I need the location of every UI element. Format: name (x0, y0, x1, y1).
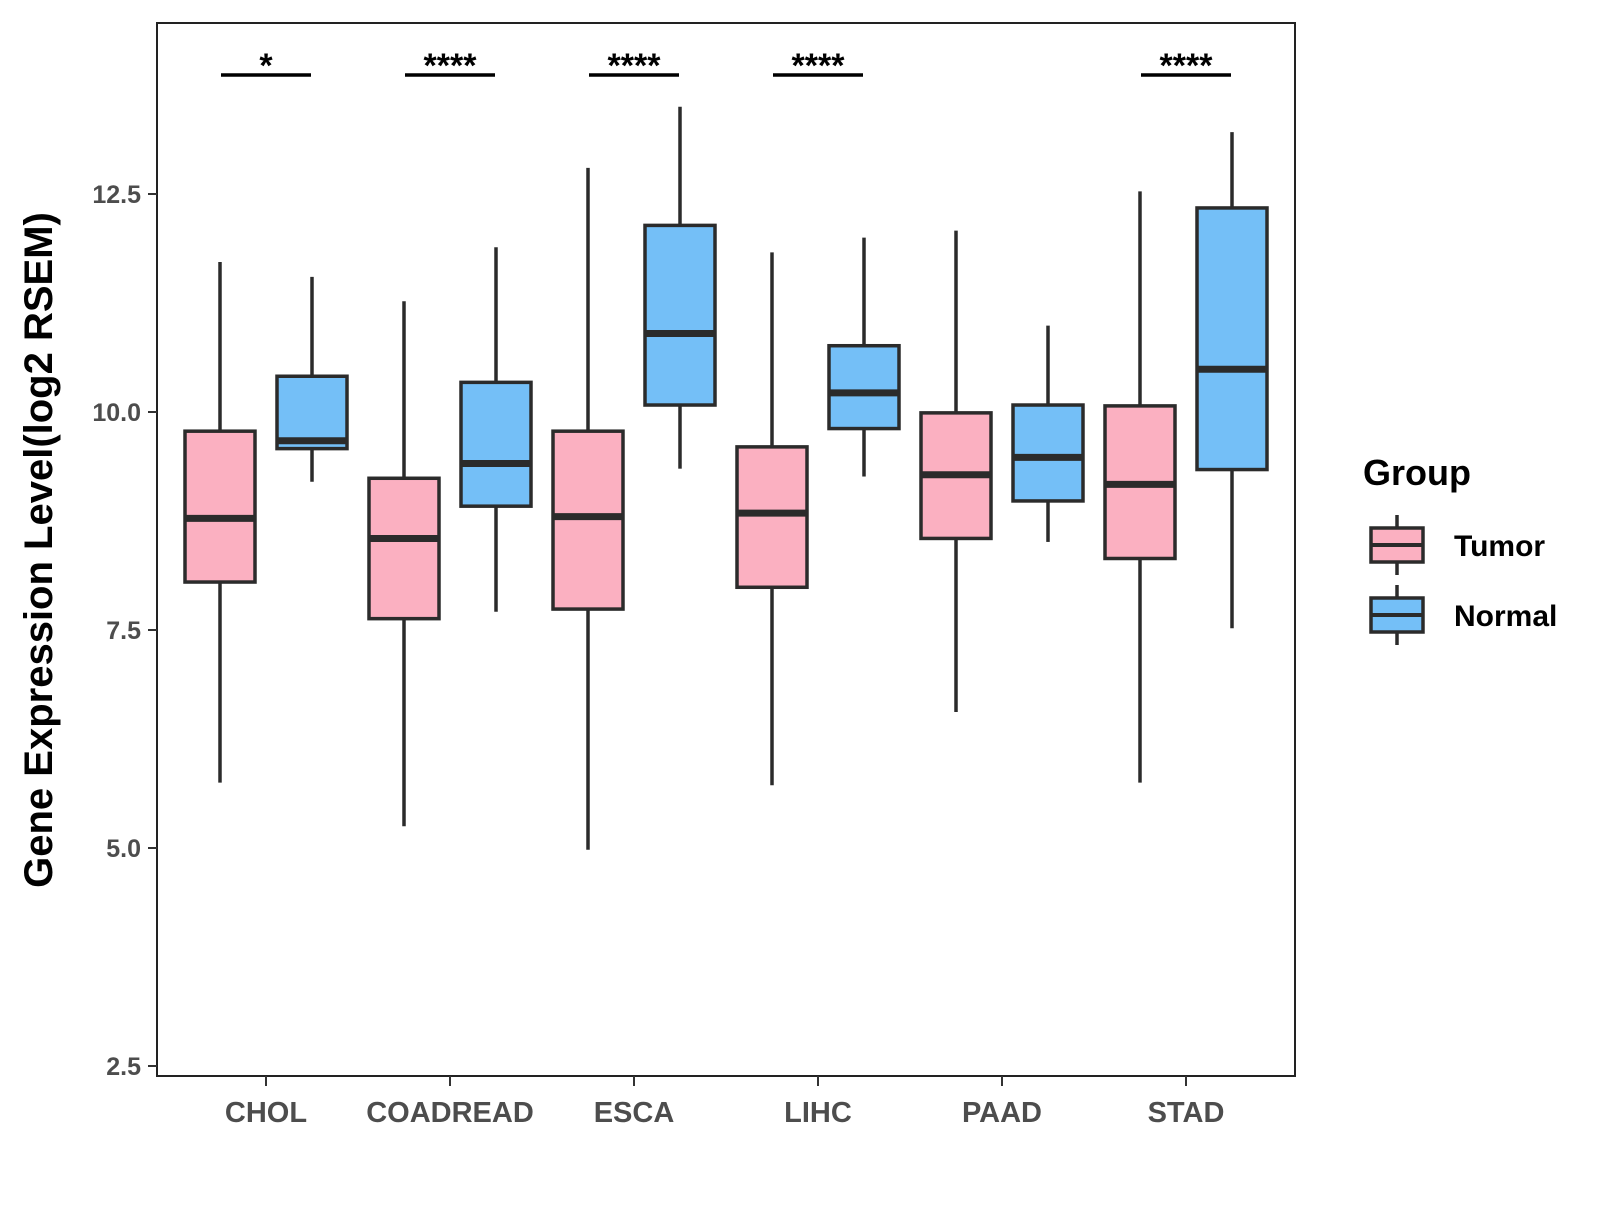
legend-label: Tumor (1454, 530, 1545, 563)
y-tick-label: 5.0 (106, 835, 141, 863)
box-tumor-lihc (735, 252, 809, 786)
x-tick-label: CHOL (225, 1097, 307, 1129)
y-tick-label: 2.5 (106, 1053, 141, 1081)
legend: Group Tumor Normal (1363, 452, 1557, 645)
significance-label: **** (792, 47, 846, 85)
x-tick-label: ESCA (594, 1097, 675, 1129)
iqr-box (1011, 403, 1085, 503)
iqr-box (459, 380, 533, 508)
iqr-box (1195, 206, 1269, 472)
x-tick-label: STAD (1148, 1097, 1225, 1129)
legend-item-tumor: Tumor (1369, 515, 1545, 575)
iqr-box (827, 343, 901, 431)
significance-label: **** (608, 47, 662, 85)
iqr-box (367, 476, 441, 621)
y-tick-label: 7.5 (106, 617, 141, 645)
legend-label: Normal (1454, 600, 1557, 633)
significance-label: **** (1160, 47, 1214, 85)
legend-title: Group (1363, 452, 1471, 493)
box-tumor-stad (1103, 191, 1177, 783)
iqr-box (275, 374, 349, 451)
y-axis-title: Gene Expression Level(log2 RSEM) (17, 212, 61, 888)
significance-label: * (259, 47, 273, 85)
y-tick-label: 12.5 (92, 181, 141, 209)
box-normal-coadread (459, 247, 533, 612)
box-normal-paad (1011, 325, 1085, 542)
significance-annotations: * **** **** **** **** (221, 47, 1231, 85)
legend-item-normal: Normal (1369, 585, 1557, 645)
box-tumor-paad (919, 230, 993, 712)
box-normal-lihc (827, 237, 901, 477)
significance-label: **** (424, 47, 478, 85)
iqr-box (735, 445, 809, 590)
x-tick-label: COADREAD (366, 1097, 534, 1129)
box-series (183, 106, 1269, 850)
x-tick-label: PAAD (962, 1097, 1042, 1129)
y-tick-label: 10.0 (92, 399, 141, 427)
box-tumor-chol (183, 262, 257, 783)
x-tick-label: LIHC (784, 1097, 852, 1129)
box-tumor-coadread (367, 301, 441, 827)
box-tumor-esca (551, 167, 625, 850)
box-normal-chol (275, 276, 349, 482)
box-normal-stad (1195, 132, 1269, 629)
box-normal-esca (643, 106, 717, 469)
y-axis: 2.5 5.0 7.5 10.0 12.5 (92, 181, 157, 1081)
x-axis: CHOL COADREAD ESCA LIHC PAAD STAD (225, 1076, 1224, 1129)
iqr-box (183, 429, 257, 584)
iqr-box (643, 223, 717, 407)
